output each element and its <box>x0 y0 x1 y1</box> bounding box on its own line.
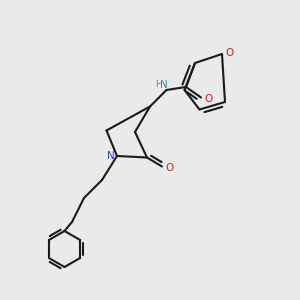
Text: O: O <box>204 94 213 104</box>
Text: H: H <box>155 80 161 89</box>
Text: O: O <box>165 163 174 173</box>
Text: N: N <box>160 80 167 90</box>
Text: N: N <box>106 151 114 161</box>
Text: O: O <box>225 47 234 58</box>
